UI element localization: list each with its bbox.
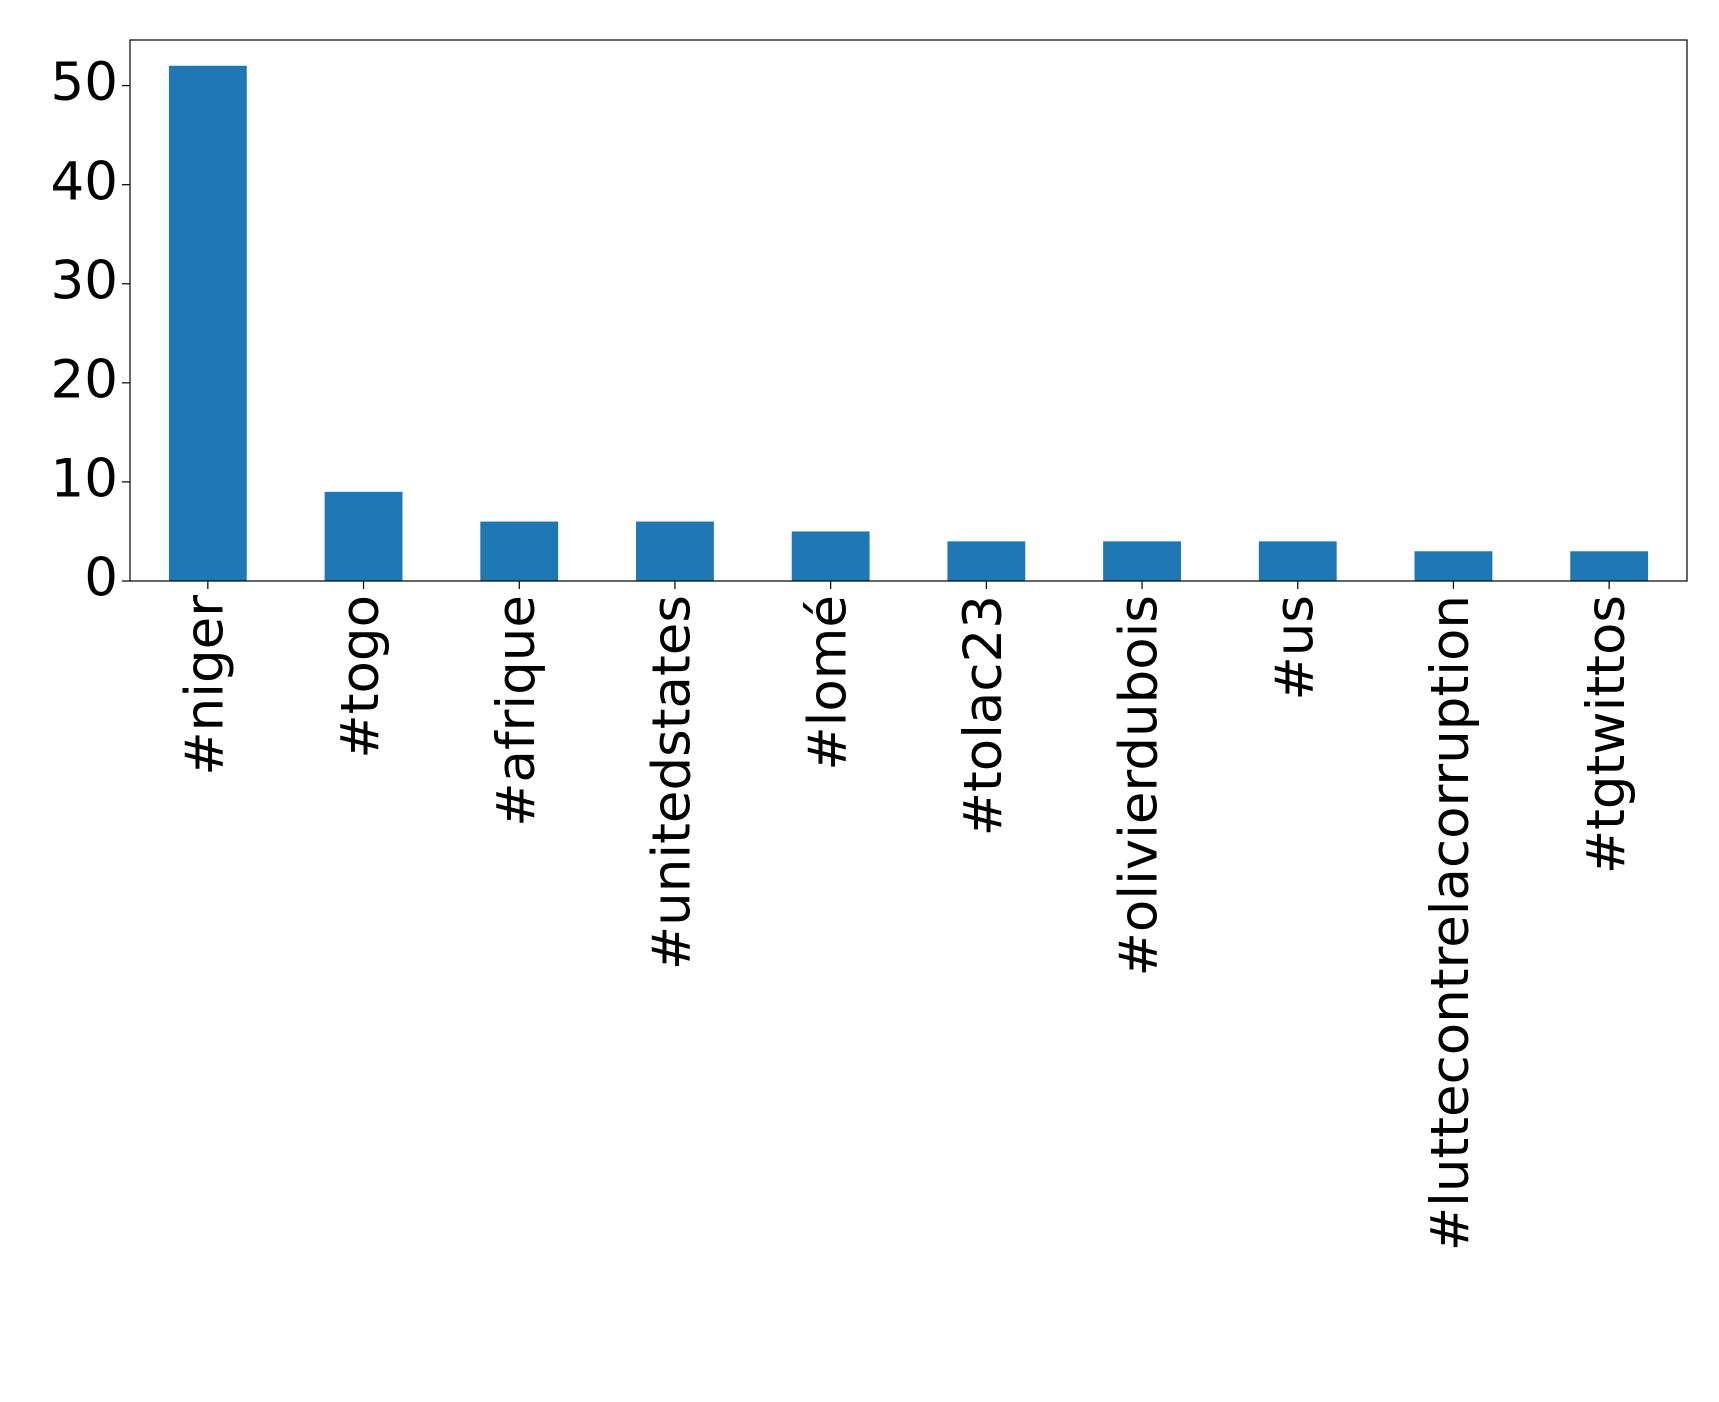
bar — [1258, 541, 1337, 581]
bar — [791, 531, 870, 581]
bar — [1414, 551, 1493, 581]
x-tick-label: #lomé — [797, 595, 858, 771]
x-tick-label: #afrique — [486, 595, 547, 827]
bar — [480, 521, 559, 581]
bar — [324, 491, 403, 581]
x-tick-label: #olivierdubois — [1109, 595, 1170, 976]
x-tick-label: #tgtwittos — [1576, 595, 1637, 874]
y-tick-label: 30 — [51, 250, 118, 311]
bar — [1570, 551, 1649, 581]
bar — [636, 521, 714, 581]
x-tick-label: #tolac23 — [953, 595, 1014, 836]
y-tick-label: 50 — [51, 52, 118, 113]
x-tick-label: #niger — [174, 595, 235, 776]
bar — [947, 541, 1026, 581]
y-tick-label: 0 — [84, 548, 118, 609]
y-tick-label: 10 — [51, 449, 118, 510]
x-tick-label: #unitedstates — [642, 595, 703, 970]
x-tick-label: #us — [1264, 595, 1325, 701]
x-tick-label: #togo — [330, 595, 391, 759]
x-tick-label: #luttecontrelacorruption — [1420, 595, 1481, 1251]
bar — [1103, 541, 1181, 581]
plot-frame — [129, 39, 1688, 582]
y-tick-label: 20 — [51, 349, 118, 410]
y-tick-label: 40 — [51, 151, 118, 212]
bar — [168, 65, 247, 581]
